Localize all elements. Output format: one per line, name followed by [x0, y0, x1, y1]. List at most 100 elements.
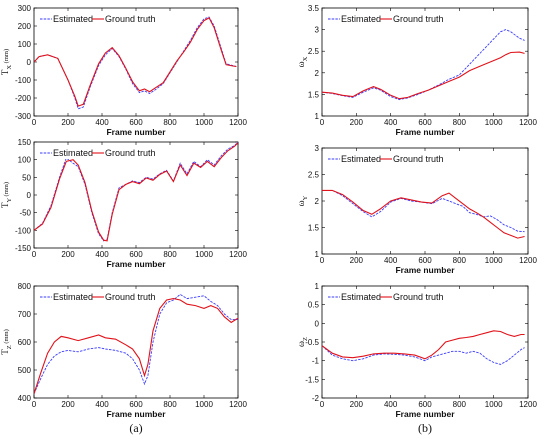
- x-tick-label: 200: [61, 250, 75, 259]
- legend-entry: Ground truth: [105, 292, 156, 302]
- legend-entry: Estimated: [341, 14, 381, 24]
- series-line-estimated: [322, 345, 525, 365]
- y-tick-label: 3: [315, 144, 320, 153]
- y-tick-label: 100: [18, 40, 32, 49]
- x-tick-label: 400: [95, 118, 109, 127]
- y-axis-label: ωX: [296, 56, 309, 67]
- plot-frame: [321, 147, 529, 255]
- series-line-ground-truth: [34, 17, 237, 107]
- x-tick-label: 1200: [229, 400, 247, 409]
- x-tick-label: 800: [453, 256, 467, 265]
- x-tick-label: 1200: [229, 118, 247, 127]
- x-tick-label: 800: [163, 250, 177, 259]
- series-line-ground-truth: [322, 330, 525, 360]
- y-tick-label: -100: [15, 226, 32, 235]
- x-tick-label: 400: [95, 250, 109, 259]
- legend-entry: Estimated: [341, 292, 381, 302]
- x-tick-label: 1200: [519, 400, 537, 409]
- x-tick-label: 200: [61, 118, 75, 127]
- x-axis-label: Frame number: [395, 409, 455, 419]
- legend-entry: Ground truth: [393, 154, 444, 164]
- x-tick-label: 400: [384, 118, 398, 127]
- y-tick-label: 3.5: [308, 4, 320, 13]
- legend-entry: Estimated: [53, 292, 93, 302]
- x-tick-label: 200: [61, 400, 75, 409]
- x-tick-label: 400: [384, 256, 398, 265]
- x-tick-label: 1200: [519, 118, 537, 127]
- y-tick-label: -150: [15, 244, 32, 253]
- y-tick-label: 400: [18, 394, 32, 403]
- y-tick-label: 600: [18, 338, 32, 347]
- y-tick-label: 1: [315, 112, 320, 121]
- x-tick-label: 600: [418, 118, 432, 127]
- x-tick-label: 800: [453, 400, 467, 409]
- y-tick-label: 1: [315, 250, 320, 259]
- y-tick-label: -100: [15, 76, 32, 85]
- x-tick-label: 600: [129, 250, 143, 259]
- x-tick-label: 0: [320, 256, 325, 265]
- y-tick-label: -1: [312, 357, 320, 366]
- x-tick-label: 400: [95, 400, 109, 409]
- x-axis-label: Frame number: [395, 127, 455, 137]
- y-tick-label: -1.5: [305, 375, 319, 384]
- x-tick-label: 600: [129, 400, 143, 409]
- y-tick-label: -0.5: [305, 338, 319, 347]
- chart-panel-3: 0 200 400 600 800 1000 1200 -150 -100 -50 0 50 100 15…: [0, 138, 247, 269]
- plot-frame: [321, 7, 529, 117]
- x-tick-label: 0: [32, 118, 37, 127]
- y-tick-label: 500: [18, 366, 32, 375]
- x-tick-label: 1200: [519, 256, 537, 265]
- x-tick-label: 0: [32, 400, 37, 409]
- x-tick-label: 800: [163, 400, 177, 409]
- x-tick-label: 600: [418, 400, 432, 409]
- y-axis-label: TZ (mm): [0, 329, 13, 355]
- series-line-estimated: [34, 16, 237, 110]
- y-axis-label: ωY: [296, 195, 309, 206]
- legend-entry: Estimated: [341, 154, 381, 164]
- legend-entry: Estimated: [53, 14, 93, 24]
- legend-entry: Ground truth: [393, 292, 444, 302]
- x-axis-label: Frame number: [106, 127, 166, 137]
- x-tick-label: 1200: [229, 250, 247, 259]
- x-axis-label: Frame number: [395, 265, 455, 275]
- series-line-ground-truth: [34, 142, 238, 242]
- x-tick-label: 0: [32, 250, 37, 259]
- x-tick-label: 600: [418, 256, 432, 265]
- chart-panel-6: 0 200 400 600 800 1000 1200 -2 -1.5 -1 -0.5 0 0.5 1 Fr…: [296, 282, 537, 419]
- y-tick-label: 300: [18, 4, 32, 13]
- series-line-ground-truth: [322, 189, 525, 239]
- x-tick-label: 200: [350, 118, 364, 127]
- y-tick-label: 0: [27, 58, 32, 67]
- chart-panel-5: 0 200 400 600 800 1000 1200400500600700800Fram…: [0, 282, 247, 419]
- x-tick-label: 200: [350, 256, 364, 265]
- y-tick-label: 0.5: [308, 301, 320, 310]
- x-tick-label: 400: [384, 400, 398, 409]
- caption-a: (a): [129, 421, 142, 435]
- y-axis-label: ωZ: [296, 337, 309, 347]
- y-tick-label: 200: [18, 22, 32, 31]
- y-tick-label: 2: [315, 69, 320, 78]
- plot-frame: [33, 7, 239, 117]
- legend-entry: Ground truth: [105, 14, 156, 24]
- y-axis-label: TY (mm): [0, 182, 13, 208]
- chart-panel-4: 0 200 400 600 800 1000 1200 1 1.5 2 2.5 3 Frame numb…: [296, 144, 537, 275]
- y-axis-label: TX (mm): [0, 49, 13, 75]
- series-line-ground-truth: [34, 298, 238, 394]
- x-tick-label: 1000: [195, 250, 213, 259]
- y-tick-label: 100: [18, 156, 32, 165]
- y-tick-label: 1: [315, 282, 320, 291]
- series-line-ground-truth: [322, 51, 525, 100]
- y-tick-label: 700: [18, 310, 32, 319]
- x-tick-label: 1000: [195, 118, 213, 127]
- x-tick-label: 0: [320, 118, 325, 127]
- plot-frame: [321, 285, 529, 399]
- caption-b: (b): [418, 421, 432, 435]
- legend-entry: Ground truth: [393, 14, 444, 24]
- series-line-estimated: [34, 142, 238, 242]
- x-tick-label: 1000: [485, 118, 503, 127]
- series-line-estimated: [34, 293, 238, 394]
- y-tick-label: 2.5: [308, 171, 320, 180]
- y-tick-label: 2: [315, 197, 320, 206]
- chart-panel-1: 0 200 400 600 800 1000 1200 -300 -200 -100 0 100 200…: [0, 4, 247, 137]
